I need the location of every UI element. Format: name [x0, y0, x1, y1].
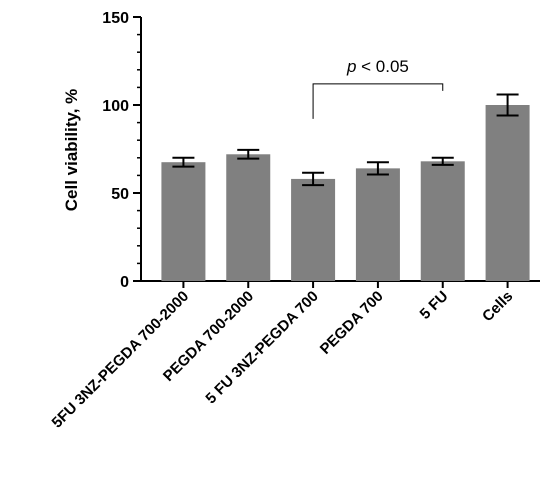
y-tick-label: 100 — [102, 98, 129, 115]
bar — [226, 154, 271, 281]
bars — [161, 105, 530, 281]
bar — [420, 161, 465, 281]
y-tick-label: 0 — [120, 274, 129, 291]
bar — [161, 162, 206, 281]
x-tick-label: 5 FU 3NZ-PEGDA 700 — [202, 288, 322, 408]
x-tick-label: 5FU 3NZ-PEGDA 700-2000 — [49, 288, 193, 432]
bar — [355, 168, 400, 281]
axes: 0 50 100 150 — [102, 10, 540, 291]
x-tick-label: PEGDA 700 — [317, 288, 387, 358]
x-tick-label: 5 FU — [417, 288, 452, 323]
y-tick-label: 150 — [102, 10, 129, 27]
y-axis-title: Cell viability, % — [62, 89, 81, 212]
bar — [291, 178, 336, 281]
error-bars — [172, 93, 519, 187]
significance-bracket — [312, 83, 444, 119]
y-tick-label: 50 — [111, 186, 129, 203]
significance-label: p < 0.05 — [346, 57, 409, 76]
significance-annotation: p < 0.05 — [312, 57, 444, 119]
x-tick-label: Cells — [479, 288, 516, 325]
bar — [485, 105, 530, 281]
